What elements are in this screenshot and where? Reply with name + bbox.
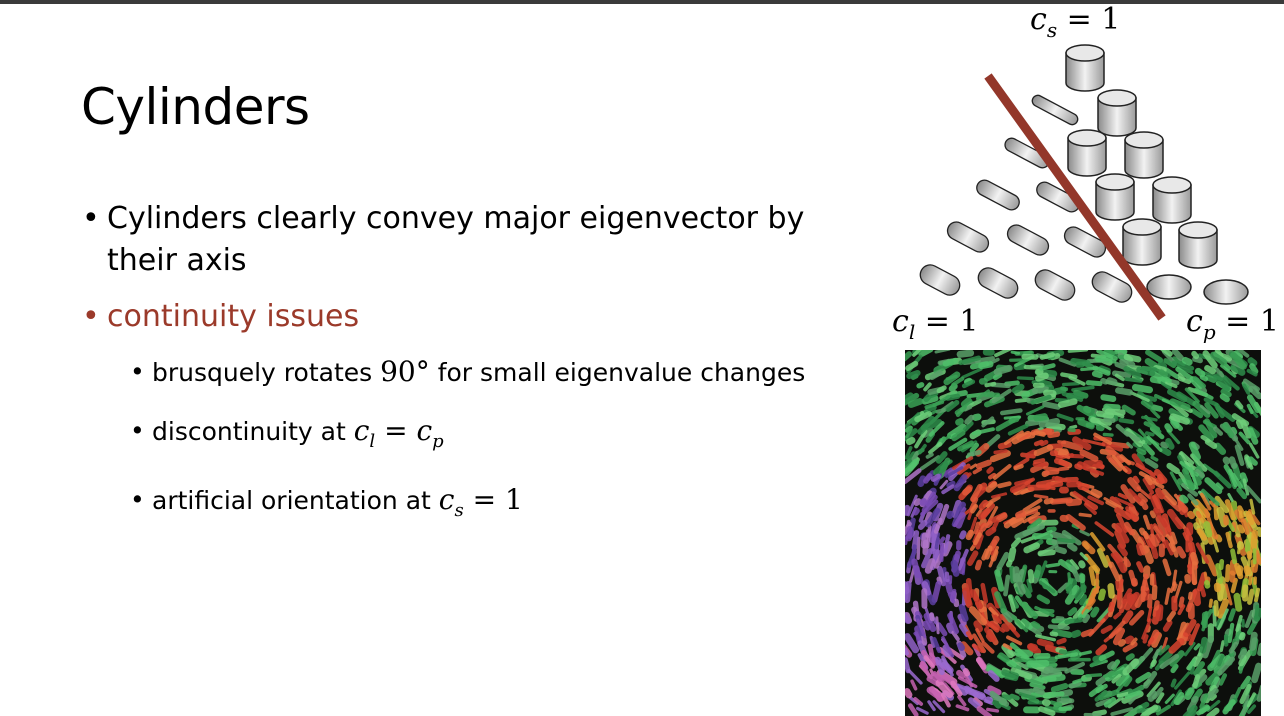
sub-bullet-text: artificial orientation at [152, 486, 439, 515]
bullet-dot: • [82, 299, 100, 334]
cylinder-glyph-triangle [919, 44, 1249, 321]
bullet-item-1: • Cylinders clearly convey major eigenve… [82, 198, 842, 282]
label-cp: cp = 1 [1186, 304, 1279, 344]
cylinder-glyph [976, 179, 1020, 211]
bullet-list: • Cylinders clearly convey major eigenve… [82, 198, 842, 549]
cylinder-glyph [946, 221, 990, 253]
sub-bullet-text: brusquely rotates [152, 358, 381, 387]
cylinder-glyph [1146, 274, 1192, 300]
cylinder-glyph [1065, 44, 1105, 92]
sub-bullet-3: • artificial orientation at cs = 1 [82, 480, 842, 531]
bullet-text: Cylinders clearly convey major eigenvect… [107, 201, 805, 278]
cylinder-glyph [1203, 279, 1249, 305]
cylinder-glyph [1006, 224, 1050, 256]
sub-bullet-2: • discontinuity at cl = cp [82, 411, 842, 462]
cylinder-glyph [919, 264, 961, 296]
slide-title: Cylinders [81, 78, 310, 136]
cylinder-glyph [1095, 173, 1135, 221]
cylinder-glyph [1031, 94, 1079, 126]
cylinder-glyph [1091, 271, 1133, 303]
tensor-field-visualization [905, 350, 1261, 716]
cylinder-glyph [977, 267, 1019, 299]
tensor-field-image [905, 350, 1261, 716]
math-cs-eq-1: cs = 1 [438, 483, 523, 521]
bullet-dot: • [130, 416, 145, 445]
sub-bullet-1: • brusquely rotates 90° for small eigenv… [82, 352, 842, 393]
bullet-dot: • [82, 201, 100, 236]
cylinder-glyph [1122, 218, 1162, 266]
cylinder-glyph-diagram: cs = 1 cl = 1 cp = 1 [880, 0, 1284, 350]
bullet-item-2: • continuity issues [82, 296, 842, 338]
discontinuity-line [984, 73, 1166, 321]
sub-bullet-text: for small eigenvalue changes [429, 358, 806, 387]
label-cs: cs = 1 [1030, 2, 1121, 42]
cylinder-glyph [1124, 131, 1164, 179]
cylinder-glyph [1034, 269, 1076, 301]
math-angle: 90° [380, 355, 430, 388]
cylinder-glyph [1067, 129, 1107, 177]
cylinder-glyph [1178, 221, 1218, 269]
top-border [0, 0, 1284, 4]
math-cl-eq-cp: cl = cp [353, 414, 444, 452]
bullet-dot: • [130, 357, 145, 386]
cylinder-glyph [1063, 226, 1107, 258]
cylinder-glyph [1152, 176, 1192, 224]
label-cl: cl = 1 [892, 304, 979, 344]
bullet-dot: • [130, 485, 145, 514]
bullet-text: continuity issues [107, 299, 360, 334]
sub-bullet-text: discontinuity at [152, 417, 354, 446]
cylinder-glyph [1097, 89, 1137, 137]
